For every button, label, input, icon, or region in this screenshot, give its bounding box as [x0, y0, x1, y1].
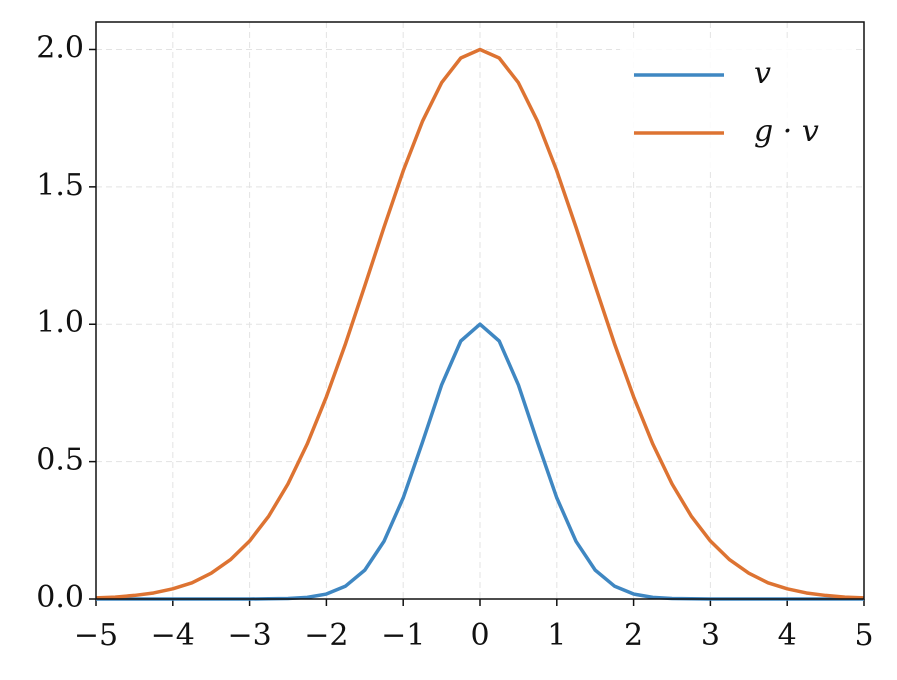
x-tick-label: −3 — [227, 618, 271, 653]
x-tick-label: 2 — [624, 618, 643, 653]
y-tick-label: 0.0 — [36, 580, 84, 615]
x-tick-label: −5 — [74, 618, 118, 653]
legend-box — [620, 42, 852, 172]
y-tick-label: 1.5 — [36, 168, 84, 203]
x-tick-label: −1 — [381, 618, 425, 653]
x-tick-label: 3 — [701, 618, 720, 653]
x-tick-label: 5 — [854, 618, 873, 653]
legend-label: g · v — [754, 114, 819, 149]
x-tick-label: 0 — [470, 618, 489, 653]
y-tick-label: 2.0 — [36, 30, 84, 65]
y-tick-label: 1.0 — [36, 305, 84, 340]
line-series — [95, 47, 865, 600]
x-tick-label: −4 — [151, 618, 195, 653]
y-tick-label: 0.5 — [36, 443, 84, 478]
x-tick-label: 4 — [778, 618, 797, 653]
x-tick-label: −2 — [304, 618, 348, 653]
legend-label: v — [754, 56, 771, 91]
axes-frame — [95, 21, 865, 600]
x-tick-label: 1 — [547, 618, 566, 653]
